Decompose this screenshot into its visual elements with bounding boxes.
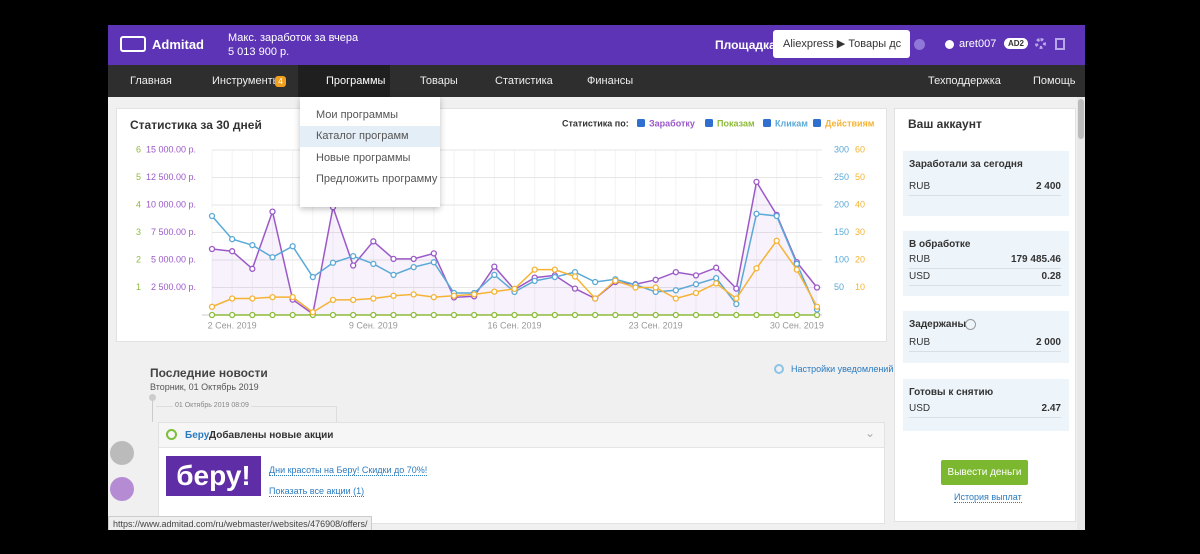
block-title: Задержаны (909, 319, 967, 330)
timeline (152, 394, 153, 422)
help-icon[interactable] (965, 319, 976, 330)
news-timestamp: 01 Октябрь 2019 08:09 (173, 402, 251, 409)
account-block: Задержаны RUB 2 000 (903, 311, 1069, 363)
status-bar: https://www.admitad.com/ru/webmaster/web… (108, 516, 373, 530)
nav-item[interactable]: Главная (130, 75, 172, 87)
amount: 2.47 (1041, 403, 1061, 414)
block-row: USD 0.28 (909, 271, 1061, 286)
block-title: Заработали за сегодня (909, 159, 1023, 170)
block-row: USD 2.47 (909, 403, 1061, 418)
settings-icon[interactable] (1035, 38, 1046, 49)
block-row: RUB 2 400 (909, 181, 1061, 196)
timeline-line (336, 406, 337, 422)
logo[interactable]: Admitad (152, 37, 204, 52)
logo-icon (120, 36, 146, 52)
site-select[interactable]: Aliexpress ▶ Товары дс (773, 30, 910, 58)
nav-item[interactable]: Товары (420, 75, 458, 87)
nav-item[interactable]: Программы (326, 75, 386, 87)
withdraw-button[interactable]: Вывести деньги (941, 460, 1028, 485)
news-title: Последние новости (150, 366, 268, 380)
show-all[interactable]: Показать все акции (1) (269, 486, 365, 497)
currency: USD (909, 271, 931, 282)
account-panel: Ваш аккаунт Заработали за сегодня RUB 2 4… (894, 108, 1076, 522)
currency: RUB (909, 337, 931, 348)
nav-item[interactable]: Финансы (587, 75, 634, 87)
currency: USD (909, 403, 931, 414)
scrollbar[interactable] (1077, 97, 1085, 530)
account-block: Готовы к снятию USD 2.47 (903, 379, 1069, 431)
notify-settings[interactable]: Настройки уведомлений (791, 364, 894, 374)
dropdown-menu: Мои программы Каталог программ Новые про… (300, 97, 440, 207)
amount: 2 400 (1035, 181, 1061, 192)
news-headline: Добавлены новые акции (209, 430, 334, 441)
history-link[interactable]: История выплат (954, 492, 1022, 503)
site-select-text: Aliexpress ▶ Товары дс (783, 38, 902, 50)
news-brand[interactable]: Беру (185, 430, 210, 441)
logout-icon[interactable] (1055, 38, 1065, 50)
account-title: Ваш аккаунт (908, 117, 982, 131)
amount: 0.28 (1041, 271, 1061, 282)
block-row: RUB 179 485.46 (909, 254, 1061, 269)
block-title: Готовы к снятию (909, 387, 994, 398)
dropdown-item[interactable]: Новые программы (316, 152, 411, 164)
trash-button[interactable] (110, 477, 134, 501)
block-title: В обработке (909, 239, 971, 250)
user-icon (945, 40, 954, 49)
brand-logo: беру! (166, 456, 261, 496)
header: Admitad Макс. заработок за вчера 5 013 9… (108, 25, 1085, 65)
amount: 179 485.46 (1010, 254, 1061, 265)
earnings-label: Макс. заработок за вчера (228, 32, 359, 44)
nav-item[interactable]: Помощь (1033, 75, 1076, 87)
account-block: Заработали за сегодня RUB 2 400 (903, 151, 1069, 216)
account-block: В обработке RUB 179 485.46 USD 0.28 (903, 231, 1069, 296)
amount: 2 000 (1035, 337, 1061, 348)
browser-window: Admitad Макс. заработок за вчера 5 013 9… (108, 25, 1085, 530)
dropdown-item[interactable]: Предложить программу (316, 173, 438, 185)
timeline-dot (149, 394, 156, 401)
nav-item[interactable]: Статистика (495, 75, 553, 87)
user-badge: AD2 (1004, 38, 1029, 49)
news-card-header (159, 423, 884, 448)
check-icon (166, 429, 177, 440)
nav-active-bg (298, 65, 390, 97)
nav-badge: 4 (275, 76, 286, 87)
nav-item[interactable]: Инструменты (212, 75, 281, 87)
news-link[interactable]: Дни красоты на Беру! Скидки до 70%! (269, 465, 428, 476)
add-icon[interactable] (914, 39, 925, 50)
nav-item[interactable]: Техподдержка (928, 75, 1001, 87)
news-date: Вторник, 01 Октябрь 2019 (150, 382, 259, 392)
currency: RUB (909, 254, 931, 265)
search-button[interactable] (110, 441, 134, 465)
collapse-icon[interactable]: ⌄ (865, 426, 876, 440)
earnings-value: 5 013 900 р. (228, 46, 290, 58)
currency: RUB (909, 181, 931, 192)
nav-bar: Главная Инструменты 4 Программы Товары С… (108, 65, 1085, 97)
news-card: Беру Добавлены новые акции ⌄ беру! Дни к… (158, 422, 885, 524)
block-row: RUB 2 000 (909, 337, 1061, 352)
scroll-thumb[interactable] (1078, 99, 1084, 139)
dropdown-item[interactable]: Мои программы (316, 109, 399, 121)
site-label: Площадка: (715, 38, 780, 52)
username[interactable]: aret007 (959, 38, 997, 50)
chart-card (116, 108, 887, 342)
settings-icon (774, 364, 784, 374)
dropdown-item[interactable]: Каталог программ (300, 126, 440, 147)
